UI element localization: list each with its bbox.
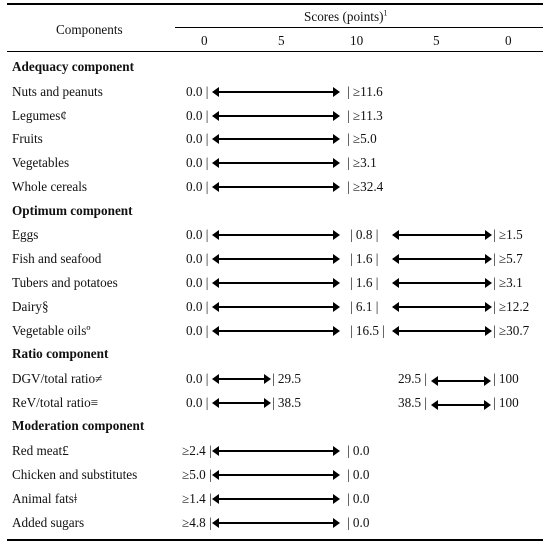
score-arrow [212,134,340,144]
score-arrow-left [212,326,340,336]
max-value: | ≥11.6 [347,84,383,99]
score-arrow-left [212,230,340,240]
score-arrow-left [212,278,340,288]
row-label: Red meat£ [12,443,69,458]
scale-tick-5-right: 5 [433,33,440,48]
table-bottom-rule [7,539,543,541]
section-title-moderation: Moderation component [12,418,145,433]
row-label: Tubers and potatoes [12,275,118,290]
mid-value-right: 38.5 | [398,395,428,410]
max-value: | ≥1.5 [493,227,523,242]
min-value: 0.0 | [186,251,209,266]
min-value: ≥5.0 | [182,467,212,482]
row-label: ReV/total ratio≡ [12,395,99,410]
scale-tick-0-right: 0 [505,33,512,48]
score-arrow [212,158,340,168]
min-value: ≥4.8 | [182,515,212,530]
row-label: Fish and seafood [12,251,102,266]
max-value: | ≥5.0 [347,131,377,146]
score-arrow-right [392,326,492,336]
min-value: 0.0 | [186,155,209,170]
min-value: 0.0 | [186,299,209,314]
max-value: | 0.0 [347,515,370,530]
row-label: Dairy§ [12,299,49,314]
max-value: | ≥32.4 [347,179,384,194]
scale-tick-5-left: 5 [278,33,285,48]
optimum-value: | 6.1 | [350,299,379,314]
score-arrow [212,494,340,504]
min-value: 0.0 | [186,84,209,99]
max-value: | 100 [493,371,519,386]
scale-tick-10: 10 [350,33,364,48]
row-label: Fruits [12,131,43,146]
components-header: Components [56,22,123,37]
min-value: 0.0 | [186,108,209,123]
score-arrow [212,470,340,480]
score-arrow-left [212,302,340,312]
score-arrow-right [392,278,492,288]
score-arrow-right [392,254,492,264]
min-value: ≥2.4 | [182,443,212,458]
score-arrow-right [431,376,491,386]
max-value: | 100 [493,395,519,410]
min-value: 0.0 | [186,371,209,386]
score-arrow-left [212,254,340,264]
mid-value: | 38.5 [272,395,302,410]
scores-header: Scores (points)1 [304,9,387,25]
score-arrow [212,182,340,192]
max-value: | 0.0 [347,443,370,458]
score-arrow [212,111,340,121]
score-arrow-left [212,398,271,408]
row-label: DGV/total ratio≠ [12,371,103,386]
row-label: Vegetables [12,155,70,170]
scores-header-underline [175,27,543,28]
min-value: 0.0 | [186,275,209,290]
section-title-optimum: Optimum component [12,203,133,218]
max-value: | ≥3.1 [493,275,523,290]
min-value: 0.0 | [186,131,209,146]
row-label: Animal fatsǂ [12,491,78,506]
optimum-value: | 16.5 | [350,323,385,338]
scores-header-footnote-marker: 1 [383,8,388,18]
max-value: | ≥3.1 [347,155,377,170]
max-value: | 0.0 [347,467,370,482]
row-label: Chicken and substitutes [12,467,138,482]
score-arrow [212,446,340,456]
optimum-value: | 1.6 | [350,275,379,290]
max-value: | 0.0 [347,491,370,506]
optimum-value: | 0.8 | [350,227,379,242]
max-value: | ≥12.2 [493,299,530,314]
score-arrow-right [392,230,492,240]
min-value: 0.0 | [186,323,209,338]
mid-value: | 29.5 [272,371,302,386]
max-value: | ≥11.3 [347,108,383,123]
max-value: | ≥30.7 [493,323,530,338]
min-value: 0.0 | [186,395,209,410]
mid-value-right: 29.5 | [398,371,428,386]
optimum-value: | 1.6 | [350,251,379,266]
table-top-rule [7,3,543,5]
min-value: 0.0 | [186,227,209,242]
scale-tick-0-left: 0 [201,33,208,48]
row-label: Nuts and peanuts [12,84,103,99]
row-label: Whole cereals [12,179,88,194]
row-label: Legumes¢ [12,108,67,123]
score-arrow [212,87,340,97]
row-label: Added sugars [12,515,85,530]
min-value: ≥1.4 | [182,491,212,506]
score-arrow [212,518,340,528]
score-arrow-left [212,374,271,384]
section-title-ratio: Ratio component [12,346,109,361]
row-label: Eggs [12,227,39,242]
header-bottom-rule [7,51,543,52]
min-value: 0.0 | [186,179,209,194]
section-title-adequacy: Adequacy component [12,59,134,74]
score-arrow-right [431,400,491,410]
score-arrow-right [392,302,492,312]
scores-header-label: Scores (points) [304,9,384,24]
row-label: Vegetable oilsº [12,323,91,338]
max-value: | ≥5.7 [493,251,523,266]
